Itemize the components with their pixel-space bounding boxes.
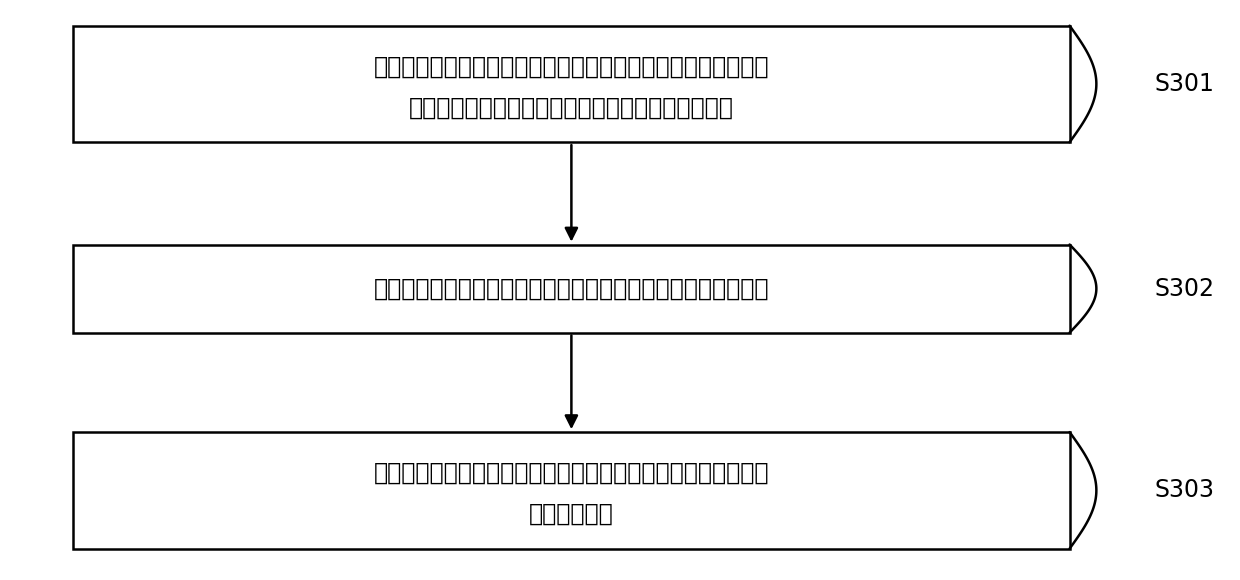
Text: 根据单应变换将需要投影的区域嵌入至参考背景模型中，并实时: 根据单应变换将需要投影的区域嵌入至参考背景模型中，并实时 — [373, 461, 769, 485]
Text: 根据地平面方程和监控视频的当前帧姿态计算地面消隐线，并根: 根据地平面方程和监控视频的当前帧姿态计算地面消隐线，并根 — [373, 55, 769, 78]
Text: 计算当前帧姿态与虚拟视角摄像机由地平面方程引导的单应变换: 计算当前帧姿态与虚拟视角摄像机由地平面方程引导的单应变换 — [373, 277, 769, 300]
Text: S301: S301 — [1154, 72, 1214, 96]
Bar — [73, 26, 1070, 142]
Text: S303: S303 — [1154, 478, 1215, 502]
Text: S302: S302 — [1154, 277, 1215, 300]
Bar — [73, 432, 1070, 549]
Text: 据消隐线切割当前帧图像平面，得到需要投影的区域: 据消隐线切割当前帧图像平面，得到需要投影的区域 — [409, 95, 734, 119]
Text: 更新投影区域: 更新投影区域 — [529, 502, 614, 525]
Bar — [73, 245, 1070, 332]
